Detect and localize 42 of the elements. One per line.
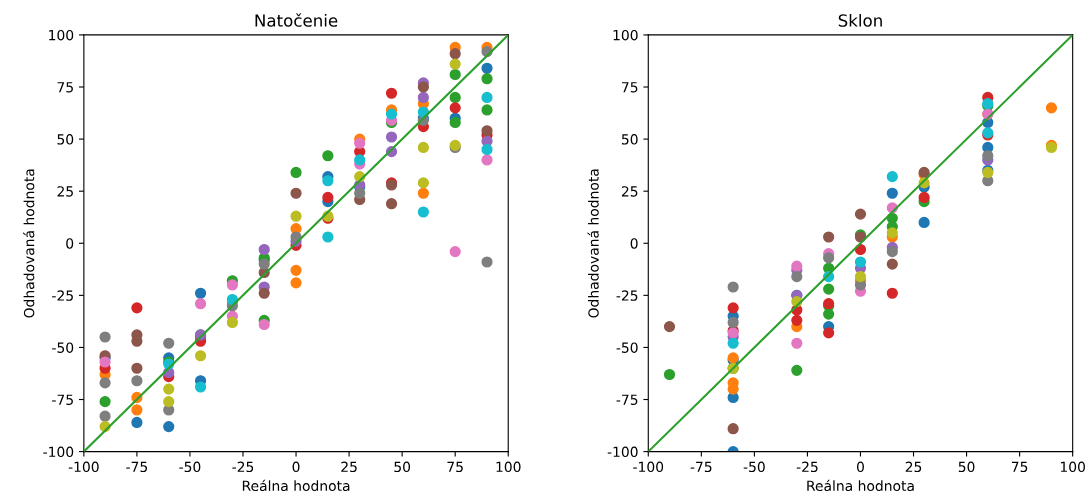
x-tick-label: 0 xyxy=(292,461,300,473)
x-tick-label: 0 xyxy=(856,461,864,473)
y-tick-label: -75 xyxy=(616,394,638,405)
x-axis-title: Reálna hodnota xyxy=(242,479,350,492)
y-tick-label: 25 xyxy=(57,186,73,197)
chart-title: Sklon xyxy=(838,13,882,27)
x-tick-label: -75 xyxy=(126,461,148,473)
x-tick-label: -50 xyxy=(179,461,201,473)
y-tick-label: 0 xyxy=(66,238,74,249)
x-tick-label: -75 xyxy=(690,461,712,473)
y-tick-label: 50 xyxy=(57,134,74,145)
x-tick-label: -25 xyxy=(796,461,818,473)
y-tick-label: -50 xyxy=(616,342,638,353)
y-tick-label: 100 xyxy=(49,29,74,41)
y-tick-label: 50 xyxy=(621,134,638,145)
y-tick-label: -75 xyxy=(52,394,73,405)
x-tick-label: -25 xyxy=(232,461,254,473)
y-tick-label: 25 xyxy=(621,186,638,197)
x-tick-label: 50 xyxy=(394,461,411,473)
chart-title: Natočenie xyxy=(255,13,338,27)
x-tick-label: 50 xyxy=(958,461,975,473)
y-tick-label: 0 xyxy=(630,238,638,249)
y-tick-label: -25 xyxy=(616,290,638,301)
y-tick-label: 75 xyxy=(57,82,73,93)
y-tick-label: 100 xyxy=(613,29,638,41)
y-tick-label: -50 xyxy=(52,342,74,353)
x-tick-label: 25 xyxy=(341,461,357,473)
x-tick-label: -100 xyxy=(68,461,99,473)
x-tick-label: 100 xyxy=(1060,461,1085,473)
y-tick-label: -100 xyxy=(43,446,74,458)
x-axis-title: Reálna hodnota xyxy=(807,479,914,492)
y-axis-title: Odhadovaná hodnota xyxy=(587,169,599,318)
x-tick-label: -100 xyxy=(633,461,664,473)
y-tick-label: -25 xyxy=(52,290,73,301)
y-tick-label: 75 xyxy=(622,82,638,93)
y-axis-title: Odhadovaná hodnota xyxy=(23,169,35,318)
x-tick-label: 100 xyxy=(496,461,521,473)
x-tick-label: 75 xyxy=(447,461,463,473)
x-tick-label: -50 xyxy=(743,461,765,473)
x-tick-label: 75 xyxy=(1011,461,1028,473)
y-tick-label: -100 xyxy=(607,446,638,458)
x-tick-label: 25 xyxy=(905,461,922,473)
